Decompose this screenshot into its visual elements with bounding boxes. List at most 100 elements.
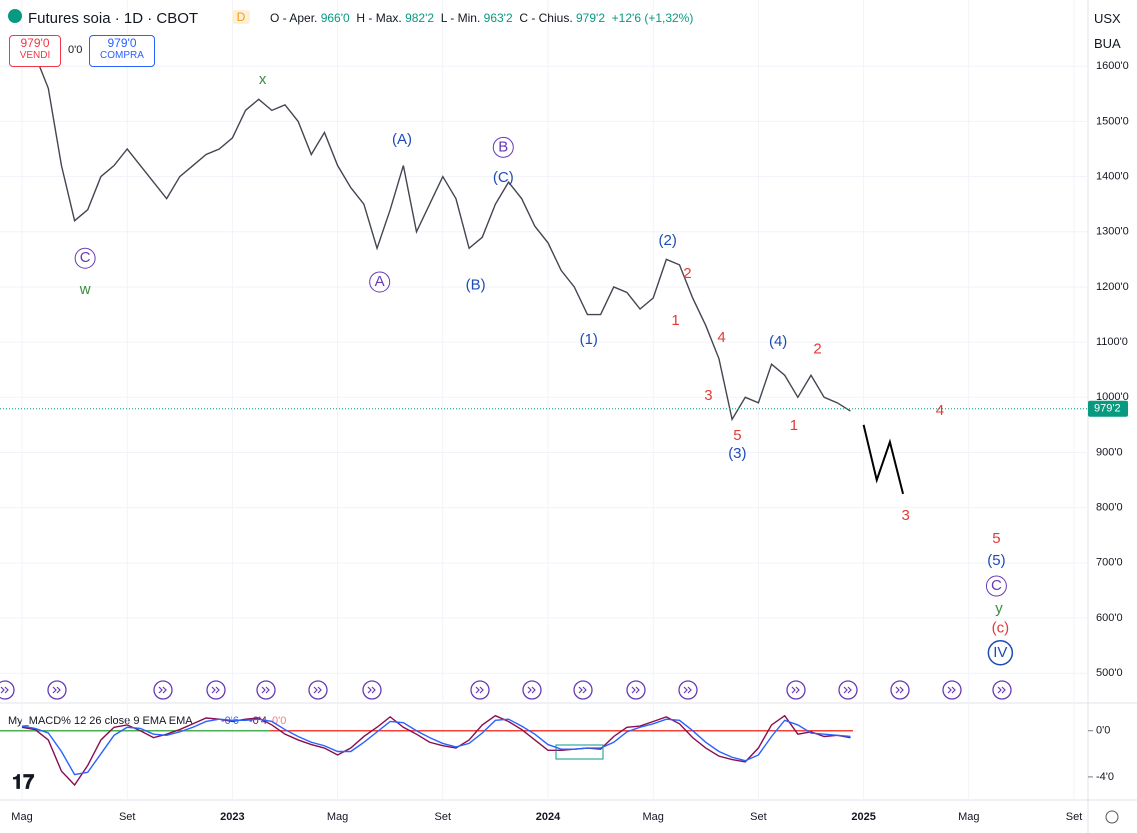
y-tick-label: 1000'0 xyxy=(1096,391,1129,403)
y-tick-label: 0'0 xyxy=(1096,725,1110,737)
replay-icon-circle xyxy=(942,680,962,700)
replay-icon-arrow xyxy=(0,686,9,694)
replay-icon-arrow xyxy=(367,686,376,694)
y-tick-label: 1500'0 xyxy=(1096,115,1129,127)
y-tick-label: 700'0 xyxy=(1096,557,1123,569)
series-line xyxy=(21,43,851,422)
x-tick-label: Set xyxy=(750,811,767,823)
sell-label: VENDI xyxy=(19,50,51,61)
replay-icon xyxy=(470,680,490,700)
settings-icon[interactable] xyxy=(1105,810,1119,824)
replay-icon-arrow xyxy=(52,686,61,694)
replay-icon xyxy=(626,680,646,700)
x-tick-label: Set xyxy=(1066,811,1083,823)
replay-icon-circle xyxy=(626,680,646,700)
wave-label: 5 xyxy=(733,427,741,444)
replay-icon-circle xyxy=(470,680,490,700)
replay-icon-arrow xyxy=(895,686,904,694)
buy-label: COMPRA xyxy=(100,50,144,61)
wave-label: x xyxy=(259,71,267,88)
replay-icon-circle xyxy=(206,680,226,700)
ohlc: O - Aper. 966'0 H - Max. 982'2 L - Min. … xyxy=(270,11,693,25)
low: 963'2 xyxy=(483,11,513,25)
replay-icon-arrow xyxy=(527,686,536,694)
annotation-circle xyxy=(985,575,1007,597)
close: 979'2 xyxy=(576,11,605,25)
replay-icon-circle xyxy=(992,680,1012,700)
replay-icon-arrow xyxy=(843,686,852,694)
replay-icon-arrow xyxy=(997,686,1006,694)
wave-label: C xyxy=(991,577,1002,594)
logo: 𝟏𝟕 xyxy=(12,771,34,793)
wave-label: (4) xyxy=(769,333,787,350)
replay-icon-circle xyxy=(573,680,593,700)
wave-label: 3 xyxy=(704,387,712,404)
replay-icon-arrow xyxy=(578,686,587,694)
replay-icon-arrow xyxy=(475,686,484,694)
buy-button[interactable]: 979'0 COMPRA xyxy=(89,35,155,67)
series-line xyxy=(862,424,905,495)
wave-label: (C) xyxy=(493,169,514,186)
replay-icon-arrow xyxy=(158,686,167,694)
wave-label: (5) xyxy=(987,552,1005,569)
replay-icon xyxy=(786,680,806,700)
replay-icon xyxy=(838,680,858,700)
currency[interactable]: USX xyxy=(1094,11,1121,26)
y-tick-label: 1400'0 xyxy=(1096,170,1129,182)
replay-icon-circle xyxy=(678,680,698,700)
x-tick-label: 2025 xyxy=(851,811,875,823)
unit[interactable]: BUA xyxy=(1094,36,1121,51)
symbol-title[interactable]: Futures soia · 1D · CBOT xyxy=(28,10,199,27)
high-label: H - Max. xyxy=(356,11,402,25)
indicator-readout: 0'0 xyxy=(272,715,286,727)
low-label: L - Min. xyxy=(440,11,481,25)
x-tick-label: Set xyxy=(435,811,452,823)
open: 966'0 xyxy=(320,11,350,25)
replay-icon-circle xyxy=(522,680,542,700)
replay-icon xyxy=(362,680,382,700)
replay-icon-arrow xyxy=(211,686,220,694)
wave-label: 5 xyxy=(992,530,1000,547)
replay-icon xyxy=(992,680,1012,700)
annotation-circle xyxy=(492,136,514,158)
wave-label: 2 xyxy=(683,265,691,282)
y-tick-label: 1100'0 xyxy=(1096,336,1128,348)
wave-label: 4 xyxy=(936,402,944,419)
wave-label: (B) xyxy=(466,276,486,293)
y-tick-label: 600'0 xyxy=(1096,612,1123,624)
high: 982'2 xyxy=(405,11,435,25)
replay-icon-arrow xyxy=(791,686,800,694)
replay-icon xyxy=(0,680,15,700)
wave-label: B xyxy=(498,138,508,155)
series-line xyxy=(21,718,851,776)
indicator-title: My_MACD% 12 26 close 9 EMA EMA xyxy=(8,715,193,727)
replay-icon xyxy=(942,680,962,700)
replay-icon-circle xyxy=(838,680,858,700)
sell-button[interactable]: 979'0 VENDI xyxy=(9,35,61,67)
highlight-box xyxy=(555,744,604,760)
last-price-tag xyxy=(1088,400,1128,417)
x-tick-label: 2023 xyxy=(220,811,244,823)
replay-icon xyxy=(308,680,328,700)
buy-price: 979'0 xyxy=(107,36,137,50)
replay-icon-circle xyxy=(362,680,382,700)
wave-label: (A) xyxy=(392,131,412,148)
x-tick-label: Mag xyxy=(958,811,979,823)
wave-label: 4 xyxy=(717,329,725,346)
y-tick-label: -4'0 xyxy=(1096,771,1114,783)
wave-label: A xyxy=(375,273,385,290)
wave-label: C xyxy=(80,249,91,266)
y-tick-label: 1300'0 xyxy=(1096,226,1129,238)
x-tick-label: Mag xyxy=(642,811,663,823)
replay-icon xyxy=(206,680,226,700)
y-tick-label: 1200'0 xyxy=(1096,281,1129,293)
close-label: C - Chius. xyxy=(519,11,573,25)
replay-icon xyxy=(522,680,542,700)
replay-icon xyxy=(153,680,173,700)
sell-price: 979'0 xyxy=(20,36,50,50)
replay-icon-circle xyxy=(786,680,806,700)
wave-label: (2) xyxy=(658,232,676,249)
annotation-circle xyxy=(74,247,96,269)
wave-label: 3 xyxy=(902,507,910,524)
